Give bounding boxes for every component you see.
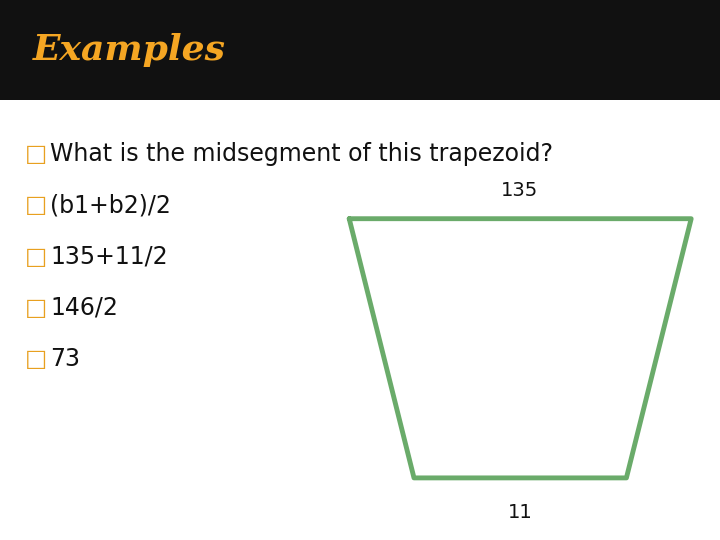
Text: 135+11/2: 135+11/2 — [50, 245, 168, 268]
Text: 135: 135 — [501, 181, 539, 200]
Bar — [0, 0, 720, 100]
Text: What is the midsegment of this trapezoid?: What is the midsegment of this trapezoid… — [50, 142, 554, 166]
Text: 146/2: 146/2 — [50, 296, 118, 320]
Text: Examples: Examples — [32, 33, 225, 67]
Text: □: □ — [25, 296, 48, 320]
Text: □: □ — [25, 142, 48, 166]
Text: □: □ — [25, 245, 48, 268]
Text: 73: 73 — [50, 347, 81, 371]
Text: (b1+b2)/2: (b1+b2)/2 — [50, 193, 171, 217]
Text: 11: 11 — [508, 503, 532, 522]
Text: □: □ — [25, 347, 48, 371]
Text: □: □ — [25, 193, 48, 217]
